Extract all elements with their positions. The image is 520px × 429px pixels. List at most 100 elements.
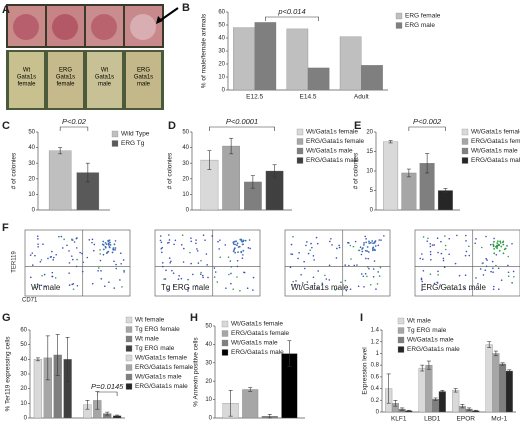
cell-dot xyxy=(229,260,232,262)
cell-dot xyxy=(485,265,488,268)
cell-dot xyxy=(51,250,53,253)
legend-swatch xyxy=(125,316,133,324)
cell-dot xyxy=(100,270,102,272)
cell-dot xyxy=(367,251,370,253)
cell-dot xyxy=(252,276,255,279)
legend-label: Tg ERG male xyxy=(135,345,175,352)
legend-label: Wt/Gata1s male xyxy=(135,374,182,381)
cell-dot xyxy=(105,243,108,246)
legend-swatch xyxy=(125,364,133,371)
cell-dot xyxy=(111,251,114,254)
cell-dot xyxy=(160,247,163,250)
cell-dot xyxy=(37,238,39,240)
cell-dot xyxy=(431,244,434,246)
cell-dot xyxy=(113,260,115,263)
y-tick-label: 1 xyxy=(376,351,380,357)
cell-dot xyxy=(443,266,446,269)
y-axis-label: # of colonies xyxy=(11,152,18,189)
cell-dot xyxy=(53,256,55,259)
cell-dot xyxy=(492,271,494,274)
cell-dot xyxy=(511,282,513,284)
y-tick-label: 30 xyxy=(205,360,212,366)
tube-label: Gata1s xyxy=(134,75,153,81)
cell-dot xyxy=(496,240,499,243)
cell-dot xyxy=(173,285,175,287)
cell-dot xyxy=(219,239,221,241)
annotation: P<0.02 xyxy=(62,117,87,126)
cell-dot xyxy=(242,254,244,256)
cell-dot xyxy=(44,285,46,288)
cell-dot xyxy=(168,257,171,259)
cell-dot xyxy=(187,290,189,292)
embryo xyxy=(13,14,39,40)
cell-dot xyxy=(97,267,100,269)
cell-dot xyxy=(307,252,310,255)
cell-dot xyxy=(249,247,251,250)
cell-dot xyxy=(91,238,94,241)
annotation: p<0.014 xyxy=(277,7,305,16)
tube-label: Gata1s xyxy=(95,75,114,81)
cell-dot xyxy=(214,271,217,273)
cell-dot xyxy=(361,248,363,250)
legend-label: ERG/Gata1s male xyxy=(231,349,284,356)
cell-dot xyxy=(368,267,370,270)
cell-dot xyxy=(336,247,338,250)
cell-dot xyxy=(298,252,300,254)
panel-letter: C xyxy=(2,120,10,132)
y-tick-label: 0 xyxy=(24,416,28,422)
cell-dot xyxy=(230,266,233,268)
cell-dot xyxy=(309,249,311,252)
legend-swatch xyxy=(111,140,119,147)
cell-dot xyxy=(331,244,333,246)
legend-swatch xyxy=(461,128,469,136)
cell-dot xyxy=(228,273,230,276)
cell-dot xyxy=(103,285,106,288)
cell-dot xyxy=(463,287,466,289)
cell-dot xyxy=(365,257,367,260)
cell-dot xyxy=(68,272,70,274)
cell-dot xyxy=(366,246,369,248)
cell-dot xyxy=(164,278,167,280)
cell-dot xyxy=(190,262,192,265)
y-tick-label: 0 xyxy=(209,416,213,422)
cell-dot xyxy=(121,286,123,288)
cell-dot xyxy=(190,240,193,243)
cell-dot xyxy=(168,239,171,241)
embryo xyxy=(130,14,156,40)
cell-dot xyxy=(484,269,487,271)
bar xyxy=(452,390,460,413)
significance-bracket xyxy=(59,126,89,131)
cell-dot xyxy=(429,253,432,256)
cell-dot xyxy=(465,234,467,237)
bar xyxy=(242,389,259,419)
cell-dot xyxy=(241,240,244,243)
cell-dot xyxy=(236,242,239,245)
cell-dot xyxy=(475,238,477,240)
y-axis-label: % Ter119 expressing cells xyxy=(5,336,12,412)
cell-dot xyxy=(504,247,507,250)
legend-label: ERG/Gata1s female xyxy=(135,364,194,371)
cell-dot xyxy=(427,237,429,240)
cell-dot xyxy=(349,288,352,290)
cell-dot xyxy=(195,239,197,241)
cell-dot xyxy=(374,240,377,242)
cell-dot xyxy=(230,272,232,275)
cell-dot xyxy=(350,258,352,260)
bar xyxy=(339,36,362,91)
cell-dot xyxy=(440,252,443,255)
cell-dot xyxy=(316,242,319,245)
cell-dot xyxy=(364,235,367,238)
x-tick-label: KLF1 xyxy=(391,416,407,423)
cell-dot xyxy=(161,251,163,254)
cell-dot xyxy=(236,259,239,262)
bar xyxy=(307,67,330,91)
cell-dot xyxy=(68,284,71,286)
cell-dot xyxy=(70,255,73,257)
cell-dot xyxy=(101,243,104,246)
x-tick-label: Mcl-1 xyxy=(491,416,507,423)
cell-dot xyxy=(433,282,436,285)
cell-dot xyxy=(357,285,360,288)
annotation: P<0.002 xyxy=(413,117,442,126)
tube-label: Wt xyxy=(101,68,109,74)
cell-dot xyxy=(240,250,243,253)
